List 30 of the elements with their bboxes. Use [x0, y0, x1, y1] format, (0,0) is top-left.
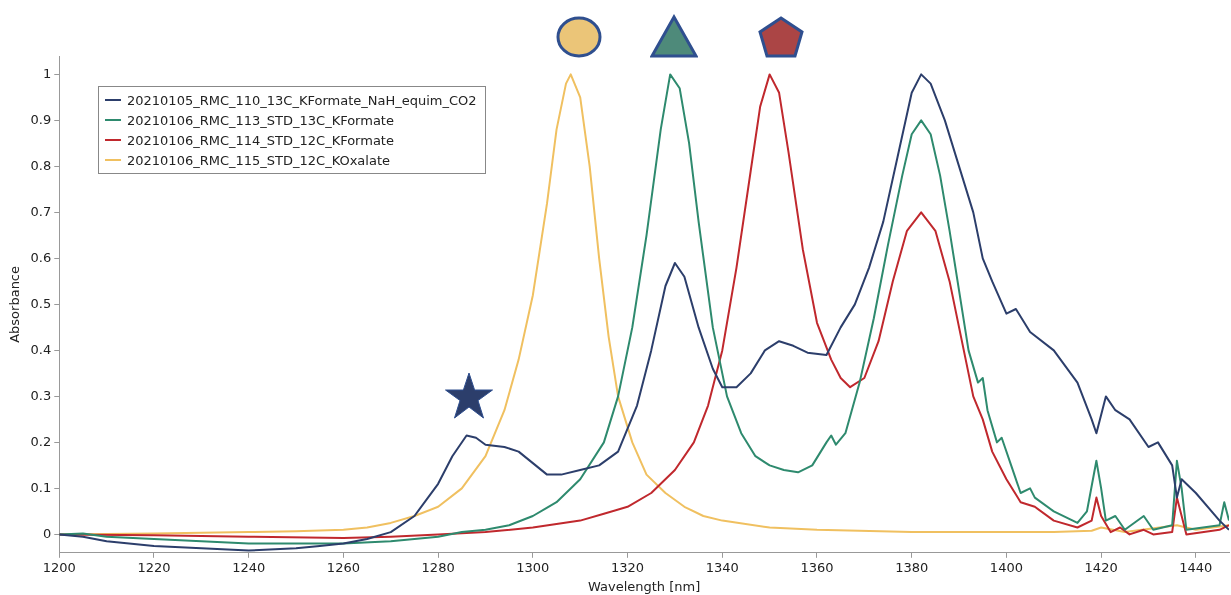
y-tick-label: 0.4: [30, 341, 52, 357]
x-tick-label: 1280: [421, 559, 455, 575]
x-tick-label: 1260: [326, 559, 360, 575]
y-tick-label: 0.5: [30, 295, 52, 311]
legend-label: 20210106_RMC_115_STD_12C_KOxalate: [127, 152, 391, 168]
x-axis-title: Wavelength [nm]: [587, 578, 701, 594]
y-tick-label: 0.8: [30, 157, 52, 173]
x-tick-label: 1360: [800, 559, 834, 575]
x-tick-label: 1380: [895, 559, 929, 575]
y-tick-label: 0.2: [30, 433, 52, 449]
x-tick-label: 1420: [1084, 559, 1118, 575]
x-tick-label: 1220: [137, 559, 171, 575]
legend-label: 20210106_RMC_114_STD_12C_KFormate: [127, 132, 394, 148]
x-tick-label: 1320: [611, 559, 645, 575]
x-tick-label: 1340: [705, 559, 739, 575]
y-axis-title: Absorbance: [7, 265, 23, 343]
x-tick-label: 1200: [42, 559, 76, 575]
y-tick-label: 0.7: [30, 203, 52, 219]
x-tick-label: 1440: [1179, 559, 1213, 575]
y-tick-label: 0.1: [30, 479, 52, 495]
y-tick-label: 0: [42, 525, 52, 541]
x-tick-label: 1300: [516, 559, 550, 575]
legend-label: 20210106_RMC_113_STD_13C_KFormate: [127, 112, 394, 128]
x-tick-label: 1240: [232, 559, 266, 575]
y-tick-label: 0.9: [30, 111, 52, 127]
y-tick-label: 1: [42, 65, 52, 81]
y-tick-label: 0.3: [30, 387, 52, 403]
y-tick-label: 0.6: [30, 249, 52, 265]
x-tick-label: 1400: [989, 559, 1023, 575]
legend-label: 20210105_RMC_110_13C_KFormate_NaH_equim_CO2: [127, 92, 477, 108]
